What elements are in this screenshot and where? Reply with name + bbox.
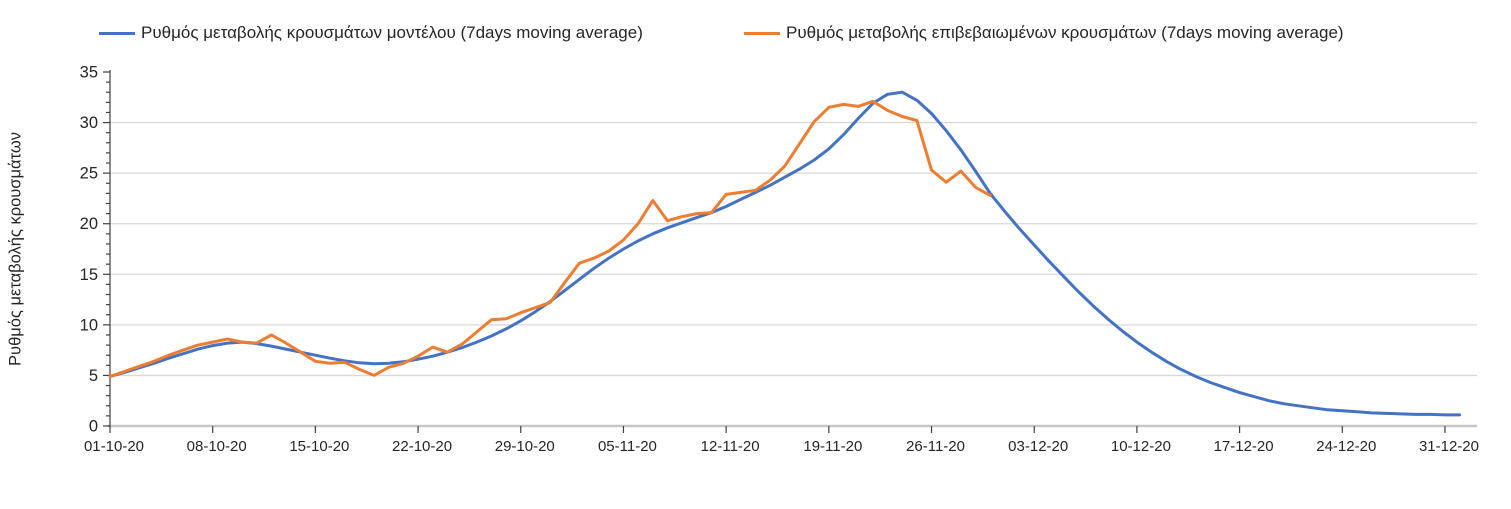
svg-text:25: 25 bbox=[80, 165, 98, 183]
svg-text:29-10-20: 29-10-20 bbox=[495, 438, 555, 455]
y-axis-ticks-labels: 0 5 10 15 20 25 30 35 bbox=[80, 64, 110, 436]
svg-text:01-10-20: 01-10-20 bbox=[84, 438, 144, 455]
legend-label-confirmed: Ρυθμός μεταβολής επιβεβαιωμένων κρουσμάτ… bbox=[786, 23, 1344, 42]
svg-text:24-12-20: 24-12-20 bbox=[1316, 438, 1376, 455]
svg-text:03-12-20: 03-12-20 bbox=[1008, 438, 1068, 455]
svg-text:35: 35 bbox=[80, 64, 98, 82]
svg-text:5: 5 bbox=[89, 367, 98, 385]
svg-text:15-10-20: 15-10-20 bbox=[289, 438, 349, 455]
gridlines bbox=[108, 121, 1477, 377]
svg-text:05-11-20: 05-11-20 bbox=[598, 438, 657, 455]
series-line-model bbox=[108, 90, 1462, 417]
svg-text:22-10-20: 22-10-20 bbox=[392, 438, 452, 455]
svg-text:12-11-20: 12-11-20 bbox=[701, 438, 760, 455]
svg-text:31-12-20: 31-12-20 bbox=[1419, 438, 1479, 455]
legend-swatch-confirmed-line bbox=[744, 31, 780, 35]
series-line-confirmed bbox=[108, 99, 992, 378]
x-axis-ticks-labels: 01-10-20 08-10-20 15-10-20 22-10-20 29-10-20… bbox=[84, 426, 1479, 455]
legend-label-model: Ρυθμός μεταβολής κρουσμάτων μοντέλου (7d… bbox=[141, 23, 643, 42]
svg-text:20: 20 bbox=[80, 215, 98, 233]
svg-text:26-11-20: 26-11-20 bbox=[906, 438, 965, 455]
svg-text:17-12-20: 17-12-20 bbox=[1214, 438, 1274, 455]
svg-text:0: 0 bbox=[89, 418, 98, 436]
legend-item-model: Ρυθμός μεταβολής κρουσμάτων μοντέλου (7d… bbox=[99, 24, 643, 42]
svg-text:10: 10 bbox=[80, 316, 98, 334]
svg-text:15: 15 bbox=[80, 266, 98, 284]
svg-text:30: 30 bbox=[80, 114, 98, 132]
legend-item-confirmed: Ρυθμός μεταβολής επιβεβαιωμένων κρουσμάτ… bbox=[744, 24, 1344, 42]
svg-text:10-12-20: 10-12-20 bbox=[1111, 438, 1171, 455]
svg-text:19-11-20: 19-11-20 bbox=[803, 438, 862, 455]
svg-text:08-10-20: 08-10-20 bbox=[187, 438, 247, 455]
legend-swatch-model-line bbox=[99, 31, 135, 35]
